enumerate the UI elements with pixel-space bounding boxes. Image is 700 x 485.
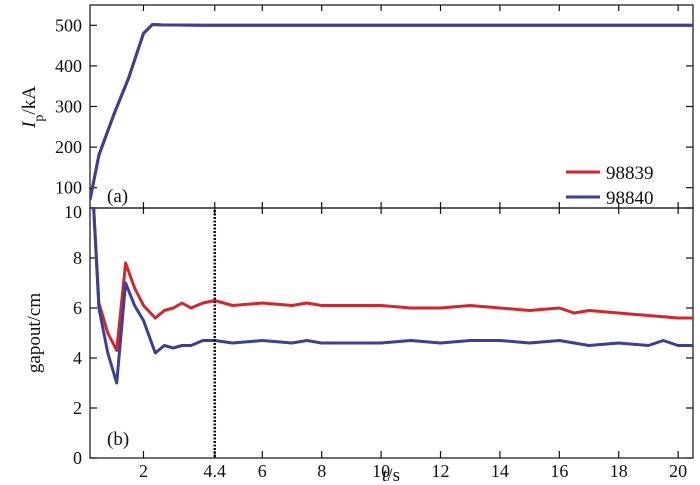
- panel-a-label: (a): [107, 186, 128, 207]
- x-tick-label: 2: [139, 461, 148, 481]
- series-line-98839: [90, 23, 693, 201]
- y-tick-label-b: 2: [73, 398, 82, 418]
- y-tick-label-a: 400: [55, 56, 82, 76]
- x-tick-label: 18: [610, 461, 628, 481]
- y-tick-label-a: 100: [55, 178, 82, 198]
- x-tick-label: 8: [317, 461, 326, 481]
- x-tick-label: 10: [372, 461, 390, 481]
- y-tick-label-b: 0: [73, 448, 82, 468]
- panel-a-frame: [89, 4, 694, 209]
- xlabel-unit: /s: [387, 465, 400, 485]
- y-tick-label-a: 300: [55, 97, 82, 117]
- legend: 98839 98840: [566, 163, 654, 209]
- series-line-98840: [90, 23, 693, 201]
- x-tick-label: 6: [258, 461, 267, 481]
- panel-a-ylabel: Ip/kA: [19, 86, 47, 129]
- y-tick-label-b: 10: [64, 202, 82, 222]
- series-line-98840: [92, 208, 693, 385]
- x-axis-label: t/s: [382, 465, 400, 485]
- ylabel-a-unit: /kA: [19, 86, 40, 115]
- ylabel-a-sub: p: [32, 115, 47, 122]
- y-tick-label-a: 500: [55, 15, 82, 35]
- y-tick-label-b: 4: [73, 348, 82, 368]
- x-tick-label: 12: [432, 461, 450, 481]
- panel-a: 100 200 300 400 500 (a) Ip/kA 98839 98840: [19, 4, 694, 209]
- y-tick-label-a: 200: [55, 137, 82, 157]
- xlabel-var: t: [382, 465, 388, 485]
- panel-b-ylabel: gapout/cm: [24, 293, 45, 373]
- series-line-98839: [92, 208, 693, 352]
- x-tick-label: 16: [550, 461, 568, 481]
- x-tick-label: 20: [669, 461, 687, 481]
- panel-b-label: (b): [107, 429, 129, 450]
- legend-label-98840: 98840: [606, 188, 654, 209]
- x-tick-label: 14: [491, 461, 509, 481]
- ylabel-a-main: I: [19, 120, 40, 129]
- y-tick-label-b: 6: [73, 298, 82, 318]
- y-tick-label-b: 8: [73, 248, 82, 268]
- panel-b-frame: [89, 207, 694, 459]
- legend-label-98839: 98839: [606, 163, 654, 184]
- x-tick-label: 4.4: [204, 461, 227, 481]
